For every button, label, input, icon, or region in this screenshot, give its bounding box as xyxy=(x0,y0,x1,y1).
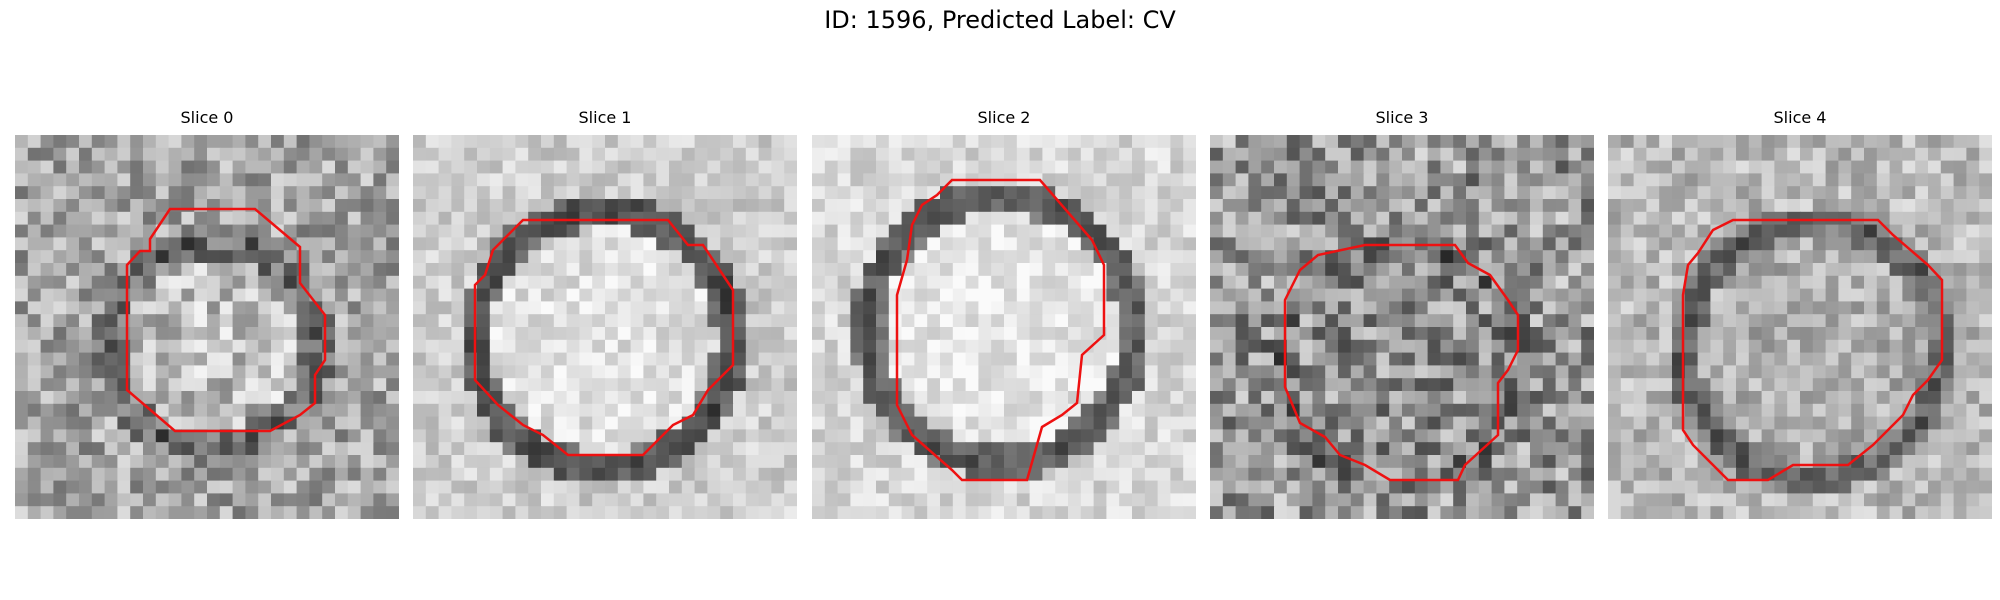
slice-image-0 xyxy=(15,135,399,519)
segmentation-contour-0 xyxy=(125,207,327,433)
slice-pixels-3 xyxy=(1210,135,1594,519)
slice-title-4: Slice 4 xyxy=(1773,108,1827,127)
slice-image-2 xyxy=(812,135,1196,519)
segmentation-contour-3 xyxy=(1283,243,1520,482)
slice-title-1: Slice 1 xyxy=(578,108,632,127)
segmentation-contour-4 xyxy=(1681,218,1944,482)
slice-title-2: Slice 2 xyxy=(977,108,1031,127)
segmentation-contour-1 xyxy=(473,218,735,457)
slice-image-3 xyxy=(1210,135,1594,519)
slice-pixels-2 xyxy=(812,135,1196,519)
slice-image-4 xyxy=(1608,135,1992,519)
slice-pixels-0 xyxy=(15,135,399,519)
slice-title-0: Slice 0 xyxy=(180,108,234,127)
slice-pixels-4 xyxy=(1608,135,1992,519)
slice-pixels-1 xyxy=(413,135,797,519)
slice-title-3: Slice 3 xyxy=(1375,108,1429,127)
figure-title: ID: 1596, Predicted Label: CV xyxy=(824,6,1176,34)
slice-image-1 xyxy=(413,135,797,519)
segmentation-contour-2 xyxy=(895,178,1106,482)
